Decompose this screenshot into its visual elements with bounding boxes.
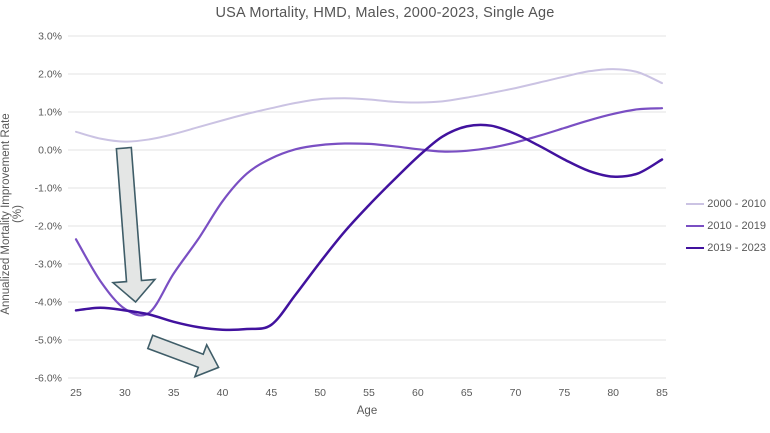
x-tick-label: 30: [119, 387, 131, 399]
y-tick-label: 3.0%: [38, 31, 62, 43]
legend-label: 2019 - 2023: [707, 241, 766, 254]
x-tick-label: 60: [412, 387, 424, 399]
chart-title: USA Mortality, HMD, Males, 2000-2023, Si…: [215, 5, 555, 21]
y-tick-label: -3.0%: [35, 259, 62, 271]
series-line-2010-2019: [74, 107, 664, 317]
x-tick-label: 65: [461, 387, 473, 399]
x-tick-label: 35: [168, 387, 180, 399]
y-tick-label: -2.0%: [35, 221, 62, 233]
legend-label: 2000 - 2010: [707, 197, 766, 210]
legend-line-swatch: [686, 224, 705, 227]
x-tick-label: 40: [217, 387, 229, 399]
x-tick-label: 55: [363, 387, 375, 399]
y-tick-label: 0.0%: [38, 145, 62, 157]
y-tick-label: -1.0%: [35, 183, 62, 195]
x-tick-label: 25: [70, 387, 82, 399]
x-tick-label: 85: [656, 387, 668, 399]
y-tick-label: -4.0%: [35, 297, 62, 309]
x-tick-label: 70: [510, 387, 522, 399]
y-tick-label: 1.0%: [38, 107, 62, 119]
x-tick-label: 45: [265, 387, 277, 399]
legend-line-swatch: [686, 202, 705, 205]
y-tick-label: -6.0%: [35, 373, 62, 385]
x-axis-title: Age: [356, 405, 378, 417]
legend-line-swatch: [686, 246, 705, 249]
legend-item-2000-2010: 2000 - 2010: [686, 197, 766, 210]
legend-label: 2010 - 2019: [707, 219, 766, 232]
x-tick-label: 75: [558, 387, 570, 399]
x-tick-label: 80: [607, 387, 619, 399]
legend-item-2019-2023: 2019 - 2023: [686, 241, 766, 254]
annotation-arrow-down-right: [146, 334, 220, 379]
legend: 2000 - 2010 2010 - 2019 2019 - 2023: [686, 197, 766, 254]
series-line-2019-2023: [74, 123, 664, 332]
annotation-arrow-down: [111, 146, 157, 304]
y-tick-label: -5.0%: [35, 335, 62, 347]
x-tick-label: 50: [314, 387, 326, 399]
series-line-2000-2010: [75, 68, 663, 143]
y-tick-label: 2.0%: [38, 69, 62, 81]
legend-item-2010-2019: 2010 - 2019: [686, 219, 766, 232]
